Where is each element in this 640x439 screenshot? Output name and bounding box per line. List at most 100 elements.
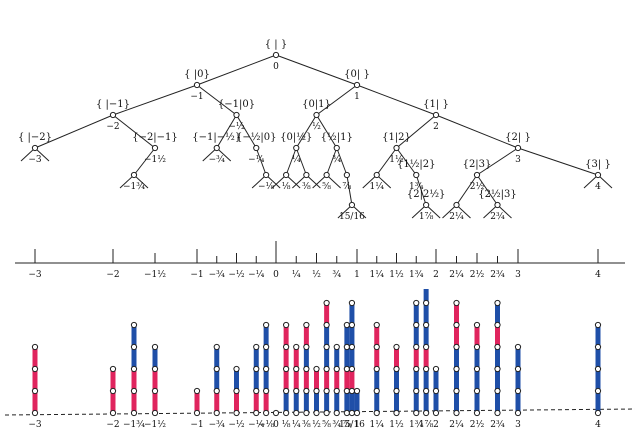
sign-point: [263, 343, 270, 351]
sign-point: [323, 299, 330, 307]
sign-label-1-: 1½: [389, 419, 404, 430]
sign-label--2: −2: [106, 420, 119, 430]
tree-value-2-: 2½: [470, 181, 485, 192]
sign-point: [109, 387, 117, 395]
tree-edge: [251, 174, 267, 189]
sign-point: [313, 409, 320, 417]
sign-point: [333, 343, 340, 351]
sign-point: [130, 409, 138, 417]
tree-form--3: { |−2}: [18, 132, 52, 143]
sign-point: [432, 365, 440, 373]
tree-form--: {−1|0}: [218, 99, 255, 110]
tree-node--: [343, 171, 350, 179]
tree-node--: [213, 144, 220, 152]
tree-edge: [34, 147, 50, 162]
tree-edge: [236, 114, 257, 149]
tree-node-1-: [423, 201, 430, 209]
tree-node--: [233, 111, 240, 119]
tree-form--: {½|1}: [321, 132, 353, 143]
sign-point: [263, 409, 270, 417]
sign-point: [343, 343, 350, 351]
tree-value-2: 2: [433, 122, 439, 132]
tree-value--: ⅝: [322, 182, 331, 192]
tree-value--: ¾: [332, 154, 341, 165]
sign-point: [293, 387, 300, 395]
tree-edge: [255, 147, 267, 176]
sign-point: [453, 321, 460, 329]
sign-point: [343, 365, 350, 373]
sign-point: [31, 387, 39, 395]
tree-edge: [216, 114, 237, 149]
sign-column--: ⅝: [322, 299, 331, 430]
sign-point: [193, 387, 201, 395]
sign-label-2-: 2¾: [490, 419, 505, 430]
sign-column--: −⅛: [258, 321, 275, 430]
tree-edge: [362, 174, 378, 189]
sign-point: [343, 321, 350, 329]
sign-point: [130, 321, 138, 329]
sign-column-4: 4: [594, 321, 602, 430]
sign-point: [263, 387, 270, 395]
sign-point: [353, 409, 361, 417]
tree-value-0: 0: [273, 62, 279, 72]
sign-point: [303, 343, 310, 351]
sign-column-1: 1: [353, 387, 361, 430]
number-line-label--3: −3: [28, 270, 42, 280]
sign-point: [494, 299, 501, 307]
sign-point: [413, 321, 420, 329]
tree-edge: [326, 147, 338, 176]
sign-column-1-: 1¼: [370, 321, 384, 430]
number-line-label-4: 4: [595, 270, 601, 280]
sign-label--: −½: [228, 419, 245, 430]
tree-edge: [295, 147, 307, 176]
sign-point: [323, 387, 330, 395]
sign-label--: ⅞: [343, 420, 352, 430]
tree-node--1-: [130, 171, 138, 179]
tree-edge: [202, 147, 218, 162]
number-line-label-2-: 2¼: [449, 269, 464, 280]
sign-point: [393, 409, 400, 417]
number-line-label--: ¼: [292, 269, 301, 280]
tree-edge: [517, 147, 599, 176]
number-line-label--2: −2: [106, 270, 119, 280]
sign-point: [151, 365, 159, 373]
sign-point: [333, 387, 340, 395]
sign-column--: ¾: [332, 343, 341, 430]
sign-point: [213, 387, 220, 395]
sign-point: [393, 387, 400, 395]
sign-label--: −¼: [248, 419, 265, 430]
sign-column--: ⅜: [302, 321, 311, 430]
tree-node-0: [272, 51, 280, 59]
sign-column-3: 3: [514, 343, 522, 430]
tree-edge: [583, 174, 599, 189]
sign-point: [514, 409, 522, 417]
sign-point: [348, 365, 356, 373]
tree-edge: [346, 174, 353, 206]
tree-edge: [216, 147, 232, 162]
tree-edge: [396, 147, 417, 176]
sign-point: [323, 409, 330, 417]
number-line-label-1-: 1¼: [370, 269, 385, 280]
sign-point: [373, 387, 380, 395]
sign-point: [423, 365, 430, 373]
sign-point: [323, 321, 330, 329]
sign-point: [373, 321, 380, 329]
sign-point: [413, 409, 420, 417]
sign-point: [373, 409, 380, 417]
sign-point: [594, 365, 602, 373]
sign-label--: ½: [312, 419, 321, 430]
tree-form-1: {0| }: [344, 69, 370, 80]
tree-form--1-: {−2|−1}: [132, 132, 178, 143]
tree-form-1-: {2|2½}: [407, 189, 446, 200]
tree-form--: {0|1}: [302, 99, 331, 110]
tree-node-1-: [413, 171, 420, 179]
tree-edge: [265, 174, 281, 189]
number-line-label-2-: 2½: [470, 269, 485, 280]
tree-value--: −½: [228, 121, 245, 132]
tree-edge: [312, 174, 327, 189]
tree-node--: [303, 171, 310, 179]
tree-node-3: [514, 144, 522, 152]
sign-point: [293, 409, 300, 417]
sign-column-2-: 2¼: [449, 299, 464, 430]
